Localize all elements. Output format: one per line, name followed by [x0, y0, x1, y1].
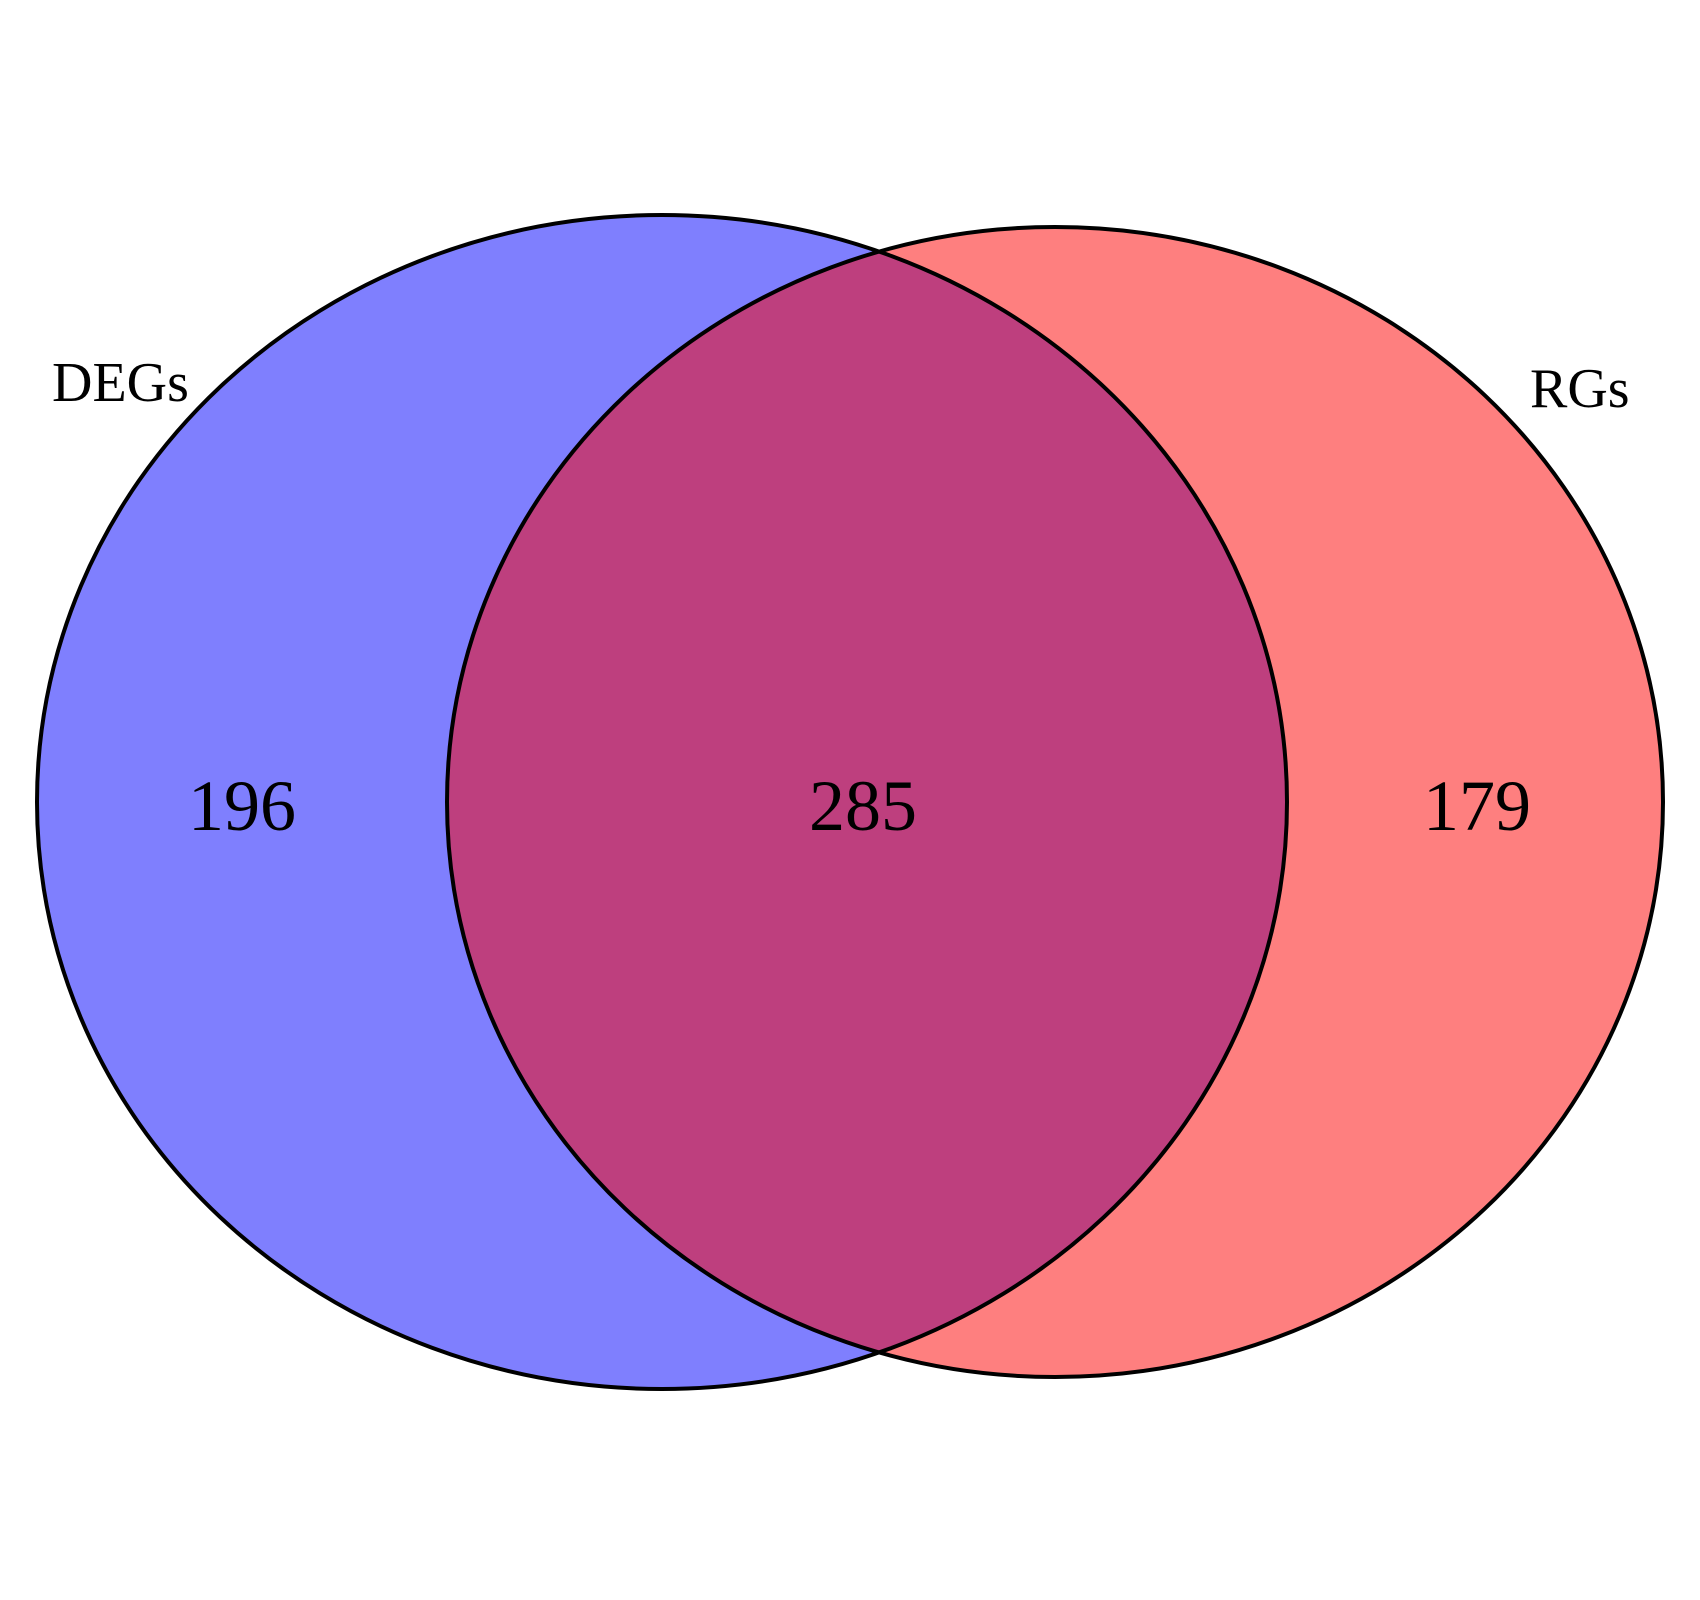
count-rgs-only: 179 — [1423, 766, 1531, 846]
set-label-degs: DEGs — [52, 352, 189, 414]
set-label-rgs: RGs — [1530, 358, 1630, 420]
set-outline-rgs — [445, 225, 1665, 1379]
set-outline-degs — [35, 213, 1289, 1391]
count-degs-only: 196 — [188, 766, 296, 846]
intersection-region — [447, 227, 1287, 1377]
count-intersection: 285 — [809, 766, 917, 846]
